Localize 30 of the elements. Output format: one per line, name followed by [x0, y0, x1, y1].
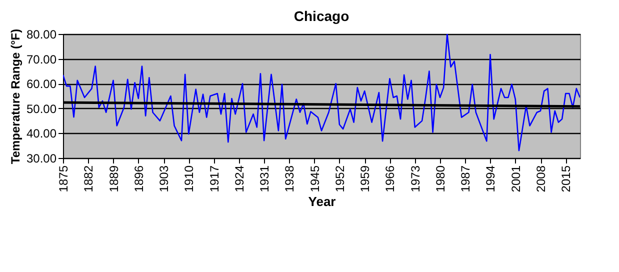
x-tick-label: 1966: [383, 165, 398, 192]
x-tick-label: 1980: [433, 165, 448, 192]
x-tick-label: 1952: [332, 165, 347, 192]
y-tick-label: 30.00: [26, 152, 57, 166]
x-tick-label: 1924: [232, 165, 246, 192]
x-tick-label: 1959: [358, 165, 372, 192]
x-tick-label: 1875: [56, 165, 70, 192]
x-tick-label: 1938: [282, 165, 297, 192]
x-tick-label: 1903: [157, 165, 172, 192]
chart-title: Chicago: [294, 8, 350, 24]
x-tick-label: 1973: [408, 165, 422, 192]
y-tick-label: 80.00: [26, 28, 57, 42]
x-tick-label: 1882: [82, 165, 96, 192]
x-tick-label: 1910: [182, 165, 196, 192]
x-axis-title: Year: [308, 194, 336, 210]
y-tick-label: 60.00: [26, 77, 57, 92]
x-tick-label: 2015: [559, 165, 574, 192]
x-tick-label: 1994: [484, 165, 498, 192]
x-tick-label: 2008: [534, 165, 548, 192]
x-tick-label: 1931: [258, 165, 272, 192]
x-tick-label: 1896: [132, 165, 146, 192]
y-tick-label: 40.00: [26, 126, 57, 141]
y-tick-label: 70.00: [26, 52, 57, 66]
x-tick-label: 2001: [508, 165, 523, 192]
y-tick-label: 50.00: [26, 102, 57, 116]
x-tick-label: 1917: [207, 165, 222, 192]
x-tick-label: 1987: [458, 165, 473, 192]
x-tick-label: 1945: [308, 165, 322, 192]
y-axis-title: Temperature Range (°F): [8, 28, 22, 164]
x-tick-label: 1889: [106, 165, 121, 192]
